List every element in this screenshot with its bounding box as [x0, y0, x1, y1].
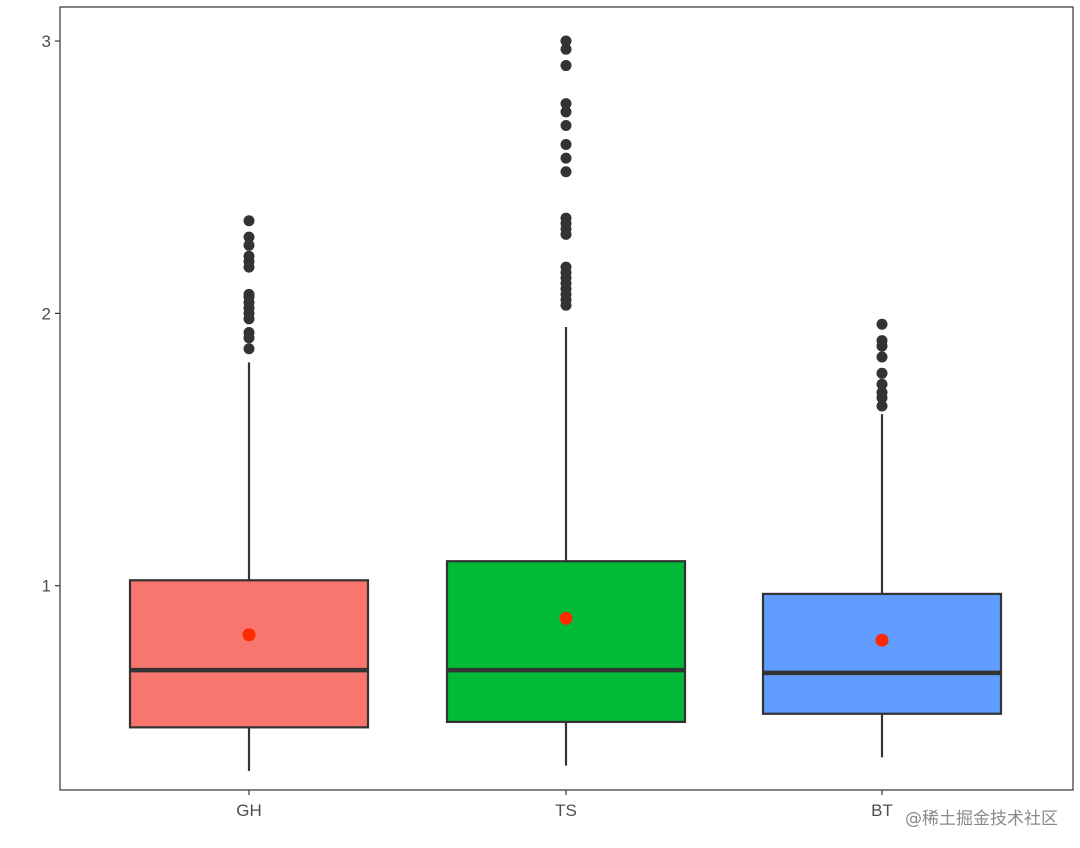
box-gh — [128, 579, 370, 729]
x-tick-label: TS — [555, 801, 577, 820]
outlier-point — [876, 351, 888, 363]
outlier-point — [560, 261, 572, 273]
outlier-point — [560, 106, 572, 118]
box-bt — [761, 592, 1003, 715]
outlier-point — [560, 98, 572, 110]
outlier-point — [560, 35, 572, 47]
outlier-point — [876, 335, 888, 347]
outlier-point — [876, 400, 888, 412]
outlier-point — [243, 326, 255, 338]
outlier-point — [243, 239, 255, 251]
outlier-point — [243, 231, 255, 243]
outlier-point — [560, 152, 572, 164]
x-tick-label: BT — [871, 801, 893, 820]
mean-marker-gh — [242, 628, 256, 642]
outlier-point — [560, 119, 572, 131]
outlier-point — [560, 212, 572, 224]
outlier-point — [876, 367, 888, 379]
outlier-point — [560, 43, 572, 55]
outlier-point — [243, 215, 255, 227]
outlier-point — [243, 343, 255, 355]
outlier-point — [876, 318, 888, 330]
mean-marker-bt — [875, 633, 889, 647]
y-tick-label: 1 — [42, 577, 51, 596]
outlier-point — [876, 378, 888, 390]
outlier-point — [243, 250, 255, 262]
outlier-point — [243, 288, 255, 300]
outlier-point — [560, 166, 572, 178]
box-ts — [445, 560, 687, 724]
y-tick-label: 2 — [42, 304, 51, 323]
outlier-point — [560, 139, 572, 151]
outlier-point — [560, 60, 572, 72]
y-tick-label: 3 — [42, 32, 51, 51]
mean-marker-ts — [559, 611, 573, 625]
watermark: @稀土掘金技术社区 — [905, 809, 1058, 829]
outlier-point — [876, 386, 888, 398]
x-tick-label: GH — [236, 801, 262, 820]
